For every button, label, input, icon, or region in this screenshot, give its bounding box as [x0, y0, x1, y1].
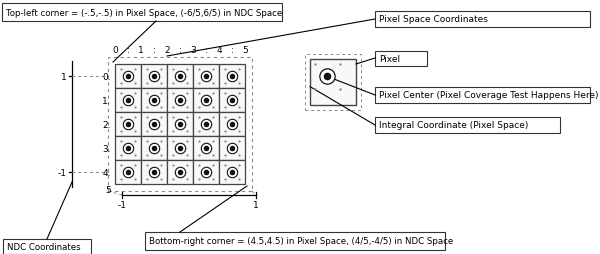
Text: :: :: [205, 46, 208, 55]
Bar: [193, 65, 219, 89]
Bar: [310, 60, 356, 106]
Text: :: :: [127, 46, 130, 55]
Bar: [108, 58, 252, 191]
Text: :: :: [179, 46, 181, 55]
Text: 3.: 3.: [103, 144, 111, 153]
Bar: [167, 113, 193, 136]
Text: :: :: [152, 46, 155, 55]
Text: 4: 4: [216, 46, 222, 55]
Bar: [193, 89, 219, 113]
Text: 0: 0: [112, 46, 118, 55]
Bar: [167, 136, 193, 160]
Bar: [167, 65, 193, 89]
Bar: [115, 113, 141, 136]
Text: 1.: 1.: [103, 96, 111, 105]
Text: 3: 3: [190, 46, 196, 55]
Bar: [115, 136, 141, 160]
Bar: [115, 65, 141, 89]
Text: 2.: 2.: [103, 120, 111, 129]
Bar: [219, 113, 245, 136]
Text: Integral Coordinate (Pixel Space): Integral Coordinate (Pixel Space): [379, 121, 529, 130]
Text: 5: 5: [105, 186, 111, 195]
Text: 1: 1: [138, 46, 144, 55]
Bar: [219, 65, 245, 89]
Bar: [141, 65, 167, 89]
Bar: [115, 89, 141, 113]
Text: Pixel Center (Pixel Coverage Test Happens Here): Pixel Center (Pixel Coverage Test Happen…: [379, 91, 599, 100]
Bar: [219, 89, 245, 113]
Bar: [375, 12, 590, 28]
Bar: [141, 160, 167, 184]
Bar: [141, 89, 167, 113]
Bar: [219, 136, 245, 160]
Text: 2: 2: [164, 46, 170, 55]
Bar: [219, 160, 245, 184]
Text: 4.: 4.: [103, 168, 111, 177]
Bar: [193, 160, 219, 184]
Text: NDC Coordinates: NDC Coordinates: [7, 242, 80, 251]
Bar: [141, 136, 167, 160]
Bar: [375, 118, 560, 133]
Bar: [167, 160, 193, 184]
Bar: [305, 55, 361, 110]
Text: 1: 1: [253, 200, 259, 209]
Bar: [167, 89, 193, 113]
Text: Pixel Space Coordinates: Pixel Space Coordinates: [379, 15, 488, 24]
Bar: [115, 160, 141, 184]
Text: -1: -1: [58, 168, 67, 177]
Bar: [375, 88, 590, 104]
Text: :: :: [230, 46, 233, 55]
Text: Bottom-right corner = (4.5,4.5) in Pixel Space, (4/5,-4/5) in NDC Space: Bottom-right corner = (4.5,4.5) in Pixel…: [149, 236, 453, 246]
Bar: [141, 113, 167, 136]
Bar: [375, 52, 427, 67]
Text: 1: 1: [61, 72, 67, 81]
Text: Pixel: Pixel: [379, 55, 400, 64]
Bar: [193, 136, 219, 160]
Bar: [145, 232, 445, 250]
Text: Top-left corner = (-.5,-.5) in Pixel Space, (-6/5,6/5) in NDC Space: Top-left corner = (-.5,-.5) in Pixel Spa…: [6, 8, 282, 18]
Bar: [193, 113, 219, 136]
Text: -1: -1: [118, 200, 127, 209]
Text: 0.: 0.: [103, 72, 111, 81]
Bar: [3, 239, 91, 254]
Text: 5: 5: [242, 46, 248, 55]
Bar: [2, 4, 282, 22]
